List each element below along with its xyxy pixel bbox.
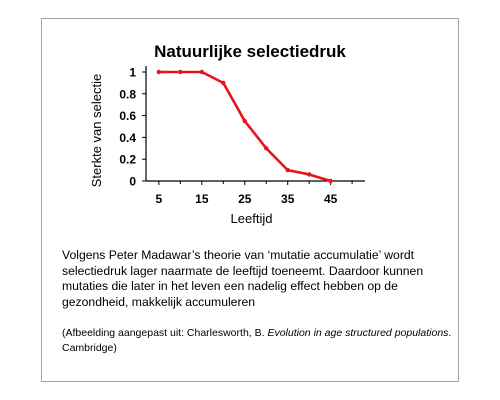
- source-prefix: (Afbeelding aangepast uit: Charlesworth,…: [62, 327, 268, 339]
- data-point: [156, 69, 162, 75]
- data-series: [156, 69, 333, 184]
- data-point: [242, 118, 247, 124]
- y-tick-label: 0.2: [119, 153, 136, 167]
- data-point: [328, 178, 333, 184]
- y-tick-label: 0.4: [119, 131, 136, 145]
- figure-caption: Volgens Peter Madawar’s theorie van ‘mut…: [62, 248, 452, 310]
- source-title: Evolution in age structured populations: [267, 327, 449, 339]
- data-point: [285, 167, 290, 173]
- y-axis-ticks: 0 0.2 0.4 0.6 0.8 1: [119, 66, 146, 189]
- x-tick-label: 35: [281, 192, 295, 206]
- source-citation: (Afbeelding aangepast uit: Charlesworth,…: [62, 326, 452, 355]
- data-point: [306, 172, 312, 177]
- data-point: [264, 146, 269, 151]
- x-tick-label: 5: [156, 192, 163, 206]
- data-point: [221, 80, 226, 86]
- series-line: [157, 70, 332, 183]
- chart-title: Natuurlijke selectiedruk: [154, 42, 346, 61]
- chart-axes: [145, 66, 365, 182]
- caption-text: Volgens Peter Madawar’s theorie van ‘mut…: [62, 248, 424, 309]
- x-axis-label: Leeftijd: [231, 211, 273, 226]
- x-axis-ticks: 5 15 25 35 45: [156, 181, 353, 206]
- y-tick-label: 0.8: [119, 87, 136, 101]
- x-tick-label: 45: [324, 192, 338, 206]
- y-tick-label: 1: [129, 66, 136, 80]
- data-point: [178, 69, 183, 75]
- source-suffix: . Cambridge): [62, 327, 452, 354]
- y-tick-label: 0.6: [119, 109, 136, 123]
- data-point: [199, 69, 205, 75]
- x-tick-label: 25: [238, 192, 252, 206]
- source-text: (Afbeelding aangepast uit: Charlesworth,…: [62, 326, 452, 355]
- y-axis-label: Sterkte van selectie: [89, 74, 104, 187]
- figure-frame: [41, 18, 459, 382]
- x-tick-label: 15: [195, 192, 209, 206]
- y-tick-label: 0: [129, 175, 136, 189]
